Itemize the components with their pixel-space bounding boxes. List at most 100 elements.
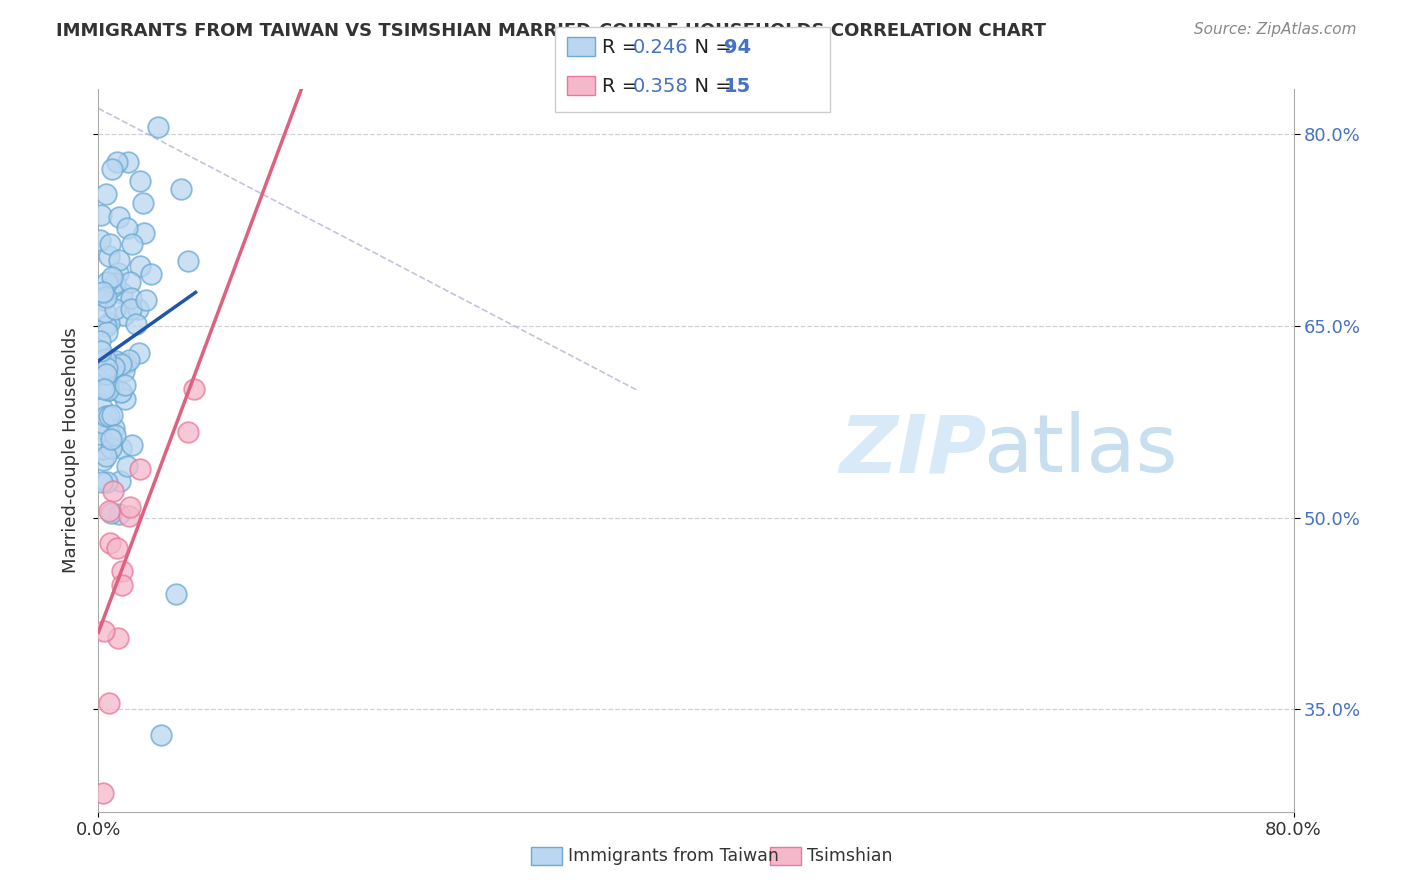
Point [117, 154, 139, 169]
Point [100, 506, 122, 520]
Point [117, 221, 139, 235]
Point [98, 237, 121, 252]
Point [89, 233, 111, 247]
Point [90, 208, 112, 222]
Text: 0.358: 0.358 [633, 77, 689, 96]
Point [96, 475, 118, 489]
Point [97, 367, 120, 381]
Point [108, 253, 131, 268]
Point [91, 365, 114, 379]
Point [91, 475, 114, 490]
Point [96, 318, 118, 333]
Point [96, 367, 118, 381]
Point [98, 696, 121, 710]
Point [110, 385, 132, 400]
Point [111, 285, 134, 300]
Point [108, 210, 131, 224]
Point [96, 361, 118, 376]
Point [94, 409, 117, 424]
Point [114, 392, 136, 406]
Text: 15: 15 [724, 77, 751, 96]
Point [98, 383, 121, 397]
Point [100, 270, 122, 285]
Point [89, 334, 111, 348]
Point [96, 290, 118, 304]
Point [101, 161, 124, 176]
Point [121, 438, 143, 452]
Point [117, 352, 139, 367]
Point [91, 453, 114, 467]
Point [98, 249, 121, 263]
Point [98, 504, 121, 518]
Point [101, 280, 124, 294]
Point [107, 266, 129, 280]
Point [135, 293, 157, 308]
Point [91, 285, 114, 299]
Point [127, 302, 149, 317]
Point [114, 377, 136, 392]
Point [89, 363, 111, 377]
Point [104, 428, 127, 442]
Text: Tsimshian: Tsimshian [807, 847, 893, 865]
Point [96, 325, 118, 339]
Point [108, 507, 131, 521]
Point [125, 318, 148, 332]
Point [100, 441, 122, 455]
Point [150, 728, 173, 742]
Point [115, 459, 138, 474]
Point [90, 354, 112, 368]
Text: Source: ZipAtlas.com: Source: ZipAtlas.com [1194, 22, 1357, 37]
Y-axis label: Married-couple Households: Married-couple Households [62, 327, 80, 574]
Point [118, 508, 141, 523]
Text: 94: 94 [724, 37, 751, 57]
Text: 0.246: 0.246 [633, 37, 689, 57]
Point [110, 441, 132, 455]
Point [104, 276, 127, 290]
Text: R =: R = [602, 37, 644, 57]
Point [89, 380, 111, 394]
Point [103, 421, 125, 435]
Point [98, 426, 121, 441]
Point [177, 425, 200, 440]
Point [111, 564, 134, 578]
Text: N =: N = [682, 37, 738, 57]
Point [110, 358, 132, 372]
Point [97, 379, 120, 393]
Point [100, 432, 122, 446]
Point [129, 462, 152, 476]
Point [107, 631, 129, 645]
Point [97, 384, 120, 398]
Text: IMMIGRANTS FROM TAIWAN VS TSIMSHIAN MARRIED-COUPLE HOUSEHOLDS CORRELATION CHART: IMMIGRANTS FROM TAIWAN VS TSIMSHIAN MARR… [56, 22, 1046, 40]
Point [110, 385, 132, 400]
Point [91, 416, 114, 430]
Point [148, 120, 170, 135]
Point [93, 624, 115, 638]
Point [96, 450, 118, 464]
Point [169, 182, 191, 196]
Point [132, 226, 155, 240]
Point [108, 475, 131, 489]
Point [112, 308, 135, 322]
Point [97, 351, 120, 366]
Point [105, 541, 128, 556]
Text: R =: R = [602, 77, 644, 96]
Point [98, 535, 121, 549]
Text: atlas: atlas [983, 411, 1177, 490]
Point [101, 408, 124, 422]
Point [98, 409, 121, 423]
Point [183, 382, 205, 396]
Point [101, 277, 124, 291]
Point [103, 359, 125, 374]
Point [89, 426, 111, 441]
Point [120, 291, 142, 305]
Point [94, 305, 117, 319]
Point [98, 317, 121, 331]
Point [177, 254, 200, 268]
Point [91, 785, 114, 799]
Point [165, 587, 187, 601]
Point [93, 382, 115, 396]
Point [128, 346, 150, 360]
Point [114, 364, 136, 378]
Point [105, 354, 128, 368]
Point [90, 442, 112, 456]
